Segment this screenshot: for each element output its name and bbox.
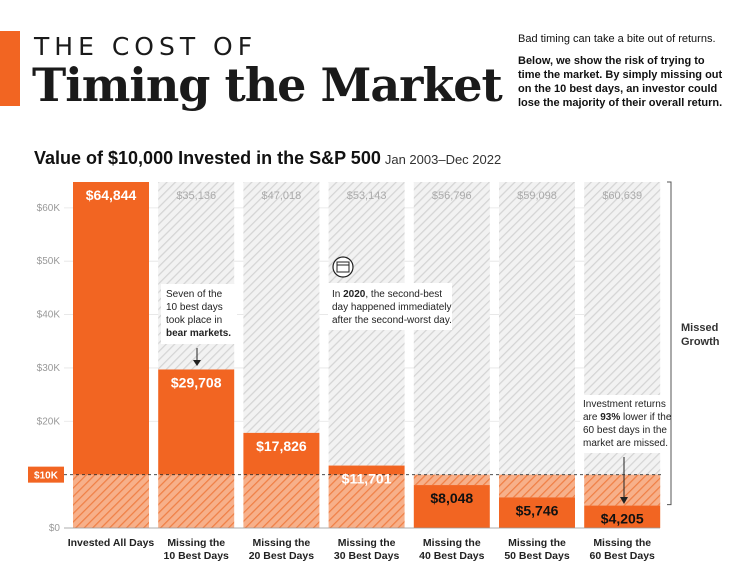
subheading-line1: Bad timing can take a bite out of return… — [518, 33, 716, 45]
value-bar-base — [73, 474, 149, 528]
x-tick-label: 10 Best Days — [164, 550, 230, 562]
missed-growth-bar — [413, 182, 490, 486]
annotation-2020: after the second-worst day. — [332, 315, 452, 326]
value-label: $11,701 — [342, 471, 392, 487]
loss-region — [413, 474, 490, 486]
y-tick-label: $50K — [37, 256, 61, 267]
annotation-box — [328, 283, 452, 330]
x-tick-label: Missing the — [508, 537, 566, 549]
x-tick-label: 40 Best Days — [419, 550, 485, 562]
value-bar — [158, 369, 235, 475]
annotation-returns: market are missed. — [583, 438, 668, 449]
missed-label: $59,098 — [517, 190, 557, 202]
annotation-arrowhead — [620, 497, 628, 504]
subheading: Bad timing can take a bite out of return… — [518, 32, 730, 110]
missed-growth-bar — [499, 182, 575, 498]
annotation-2020: day happened immediately — [332, 302, 452, 313]
baseline-badge — [28, 466, 64, 483]
annotation-box — [161, 284, 237, 344]
value-bar-base — [328, 474, 405, 528]
y-tick-label: $40K — [37, 310, 61, 321]
x-tick-label: Missing the — [167, 537, 225, 549]
calendar-icon — [332, 256, 354, 278]
loss-region — [584, 474, 661, 506]
annotation-returns: are 93% lower if the — [583, 412, 672, 423]
x-tick-label: 30 Best Days — [334, 550, 400, 562]
value-bar — [73, 182, 149, 475]
labels-layer: $0 $20K $30K $40K $50K $60K $64,844 Invested Al… — [37, 187, 720, 562]
chart-title-main: Value of $10,000 Invested in the S&P 500 — [34, 148, 381, 168]
chart-title-range: Jan 2003–Dec 2022 — [384, 152, 502, 167]
y-tick-label: $60K — [37, 203, 61, 214]
y-tick-label: $20K — [37, 416, 61, 427]
y-tick-label: $0 — [49, 523, 61, 534]
subheading-line2: Below, we show the risk of trying to tim… — [518, 55, 723, 109]
x-tick-label: Invested All Days — [68, 537, 155, 549]
annotation-bear: took place in — [166, 315, 222, 326]
value-label: $64,844 — [86, 187, 137, 203]
value-bar — [413, 485, 490, 528]
missed-label: $47,018 — [262, 190, 302, 202]
annotation-bear: bear markets. — [166, 328, 231, 339]
x-tick-label: Missing the — [593, 537, 651, 549]
overlay-layer: $10K — [28, 181, 672, 529]
title-main: Timing the Market — [32, 58, 503, 112]
value-bar-base — [243, 474, 320, 528]
annotation-returns: Investment returns — [583, 399, 666, 410]
value-bar — [499, 497, 575, 528]
value-label: $8,048 — [430, 490, 473, 506]
missed-label: $60,639 — [602, 190, 642, 202]
x-tick-label: 50 Best Days — [504, 550, 570, 562]
missed-growth-bar — [584, 182, 661, 506]
value-label: $29,708 — [171, 374, 222, 390]
value-label: $4,205 — [601, 511, 644, 527]
annotation-2020: In 2020, the second-best — [332, 289, 442, 300]
x-tick-label: Missing the — [423, 537, 481, 549]
x-tick-label: Missing the — [253, 537, 311, 549]
annotation-bear: Seven of the — [166, 289, 223, 300]
value-label: $17,826 — [256, 438, 307, 454]
value-bar — [243, 432, 320, 475]
calendar-icon — [336, 261, 350, 273]
y-tick-label: $30K — [37, 363, 61, 374]
missed-growth-bracket — [667, 181, 672, 506]
value-bar — [584, 505, 661, 528]
baseline-label: $10K — [34, 471, 59, 482]
missed-growth-bar — [243, 182, 320, 433]
title-top: THE COST OF — [34, 32, 258, 61]
annotation-bear: 10 best days — [166, 302, 223, 313]
value-bar — [328, 465, 405, 475]
x-tick-label: 20 Best Days — [249, 550, 315, 562]
bracket-label: Growth — [681, 336, 720, 348]
annotation-arrowhead — [193, 360, 201, 366]
chart-title: Value of $10,000 Invested in the S&P 500… — [34, 148, 501, 169]
value-bar-base — [158, 474, 235, 528]
annotation-returns: 60 best days in the — [583, 425, 667, 436]
accent-bar — [0, 31, 20, 106]
missed-label: $53,143 — [347, 190, 387, 202]
annotation-box — [580, 395, 664, 453]
bracket-label: Missed — [681, 322, 718, 334]
x-tick-label: Missing the — [338, 537, 396, 549]
value-label: $5,746 — [516, 502, 559, 518]
bar-chart: $10K $0 $20K $30K $40K $50K $60K $64,844 Invest… — [28, 181, 720, 562]
missed-label: $56,796 — [432, 190, 472, 202]
missed-label: $35,136 — [176, 190, 216, 202]
loss-region — [499, 474, 575, 498]
x-tick-label: 60 Best Days — [590, 550, 656, 562]
